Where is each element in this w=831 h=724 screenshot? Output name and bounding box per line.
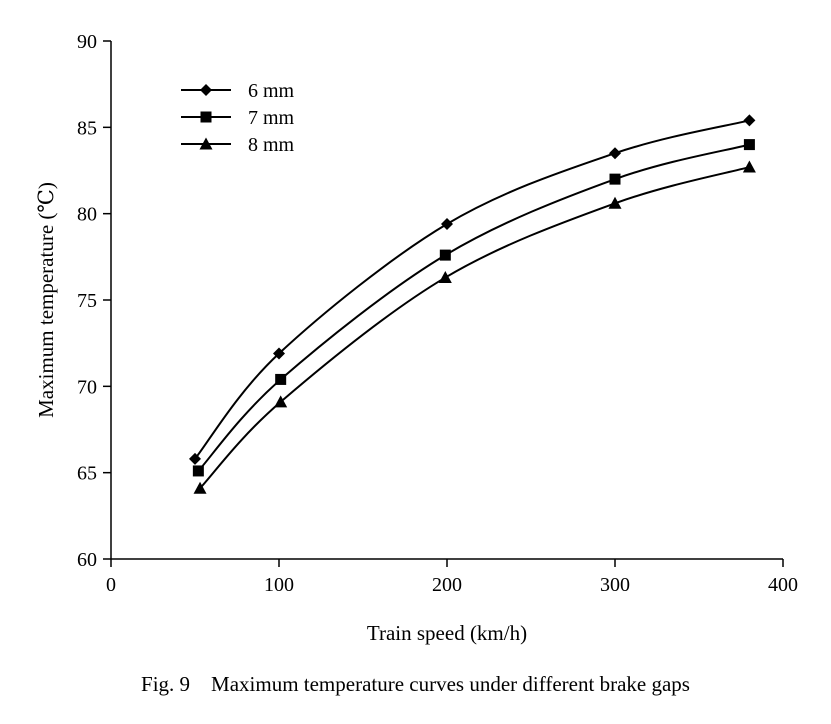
y-tick-label: 60 [77,549,97,571]
x-axis-title: Train speed (km/h) [367,621,527,645]
y-tick-label: 85 [77,117,97,139]
square-marker [743,139,755,151]
legend-label: 6 mm [248,80,295,102]
diamond-marker [743,114,756,127]
line-chart: 60 65 70 75 80 85 90 0 100 200 300 400 6 mm 7 mm 8 mm… [34,31,798,645]
diamond-marker [273,347,285,360]
series-layer [189,114,756,494]
legend-triangle-marker [199,137,213,150]
legend-square-marker [200,111,212,123]
y-tick-label: 80 [77,204,97,226]
legend-item: 6 mm [181,80,295,102]
diamond-marker [609,147,621,160]
legend-label: 8 mm [248,134,295,156]
series-8-mm [193,160,756,494]
legend-item: 7 mm [181,107,295,129]
square-marker [275,373,287,385]
y-axis-title: Maximum temperature (℃) [34,182,58,418]
x-tick-label: 300 [600,574,630,596]
series-line [199,166,750,489]
y-tick-label: 75 [77,290,97,312]
x-tick-label: 400 [768,574,798,596]
legend-label: 7 mm [248,107,295,129]
series-7-mm [192,139,755,477]
square-marker [439,249,451,261]
axes [110,41,783,560]
tick-marks: 60 65 70 75 80 85 90 0 100 200 300 400 [77,31,798,596]
square-marker [609,173,621,185]
series-6-mm [189,114,756,465]
square-marker [192,465,204,477]
y-tick-label: 90 [77,31,97,53]
series-line [197,143,750,472]
x-tick-label: 100 [264,574,294,596]
triangle-marker [438,271,452,284]
figure-caption: Fig. 9 Maximum temperature curves under … [141,672,690,696]
triangle-marker [193,481,207,494]
diamond-marker [441,218,453,231]
x-tick-label: 0 [106,574,116,596]
diamond-marker [189,452,201,465]
x-tick-label: 200 [432,574,462,596]
legend-diamond-marker [200,84,212,96]
y-tick-label: 65 [77,463,97,485]
series-line [194,119,750,460]
y-tick-label: 70 [77,376,97,398]
triangle-marker [742,160,756,173]
legend: 6 mm 7 mm 8 mm [181,80,295,156]
triangle-marker [608,196,622,209]
legend-item: 8 mm [181,134,295,156]
triangle-marker [274,395,288,408]
